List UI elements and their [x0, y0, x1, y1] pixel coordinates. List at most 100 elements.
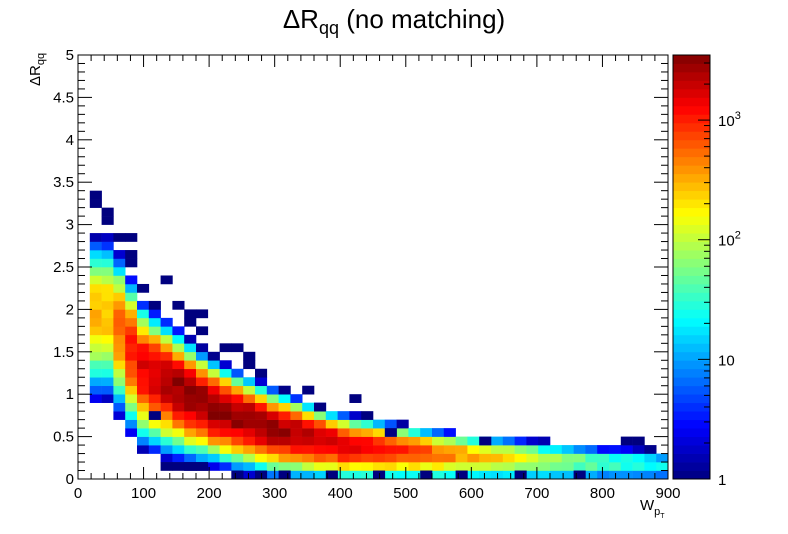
- y-axis: 0 0.5 1 1.5 2 2.5 3 3.5 4 4.5 5: [53, 47, 668, 488]
- heatmap-bin: [278, 470, 291, 479]
- heatmap-bin: [184, 334, 197, 344]
- heatmap-bin: [302, 411, 315, 420]
- heatmap-bin: [137, 428, 150, 437]
- heatmap-bin: [585, 470, 598, 479]
- heatmap-bin: [432, 428, 445, 437]
- heatmap-bin: [609, 445, 622, 454]
- heatmap-bin: [172, 411, 185, 420]
- heatmap-bin: [148, 351, 161, 361]
- heatmap-bin: [561, 470, 574, 479]
- y-tick-label: 4.5: [53, 89, 74, 106]
- color-bar-segment: [673, 216, 710, 225]
- heatmap-bin: [396, 428, 409, 437]
- heatmap-bin: [620, 470, 633, 479]
- heatmap-bin: [479, 436, 492, 446]
- heatmap-bin: [432, 453, 445, 463]
- color-bar-segment: [673, 105, 710, 115]
- heatmap-bin: [420, 462, 433, 471]
- heatmap-bin: [184, 462, 197, 471]
- heatmap-bin: [196, 326, 209, 336]
- heatmap-bin: [219, 436, 232, 446]
- heatmap-bin: [467, 453, 480, 463]
- heatmap-bin: [266, 385, 279, 395]
- heatmap-bin: [550, 470, 563, 479]
- heatmap-bin: [373, 453, 386, 463]
- heatmap-bin: [243, 377, 256, 387]
- heatmap-bin: [231, 394, 244, 403]
- heatmap-bin: [125, 351, 138, 361]
- y-tick-label: 3: [66, 217, 74, 234]
- heatmap-bin: [373, 436, 386, 446]
- heatmap-bin: [113, 250, 126, 259]
- color-bar-segment: [673, 317, 710, 327]
- heatmap-bin: [172, 436, 185, 446]
- heatmap-bin: [314, 453, 327, 463]
- heatmap-bin: [184, 360, 197, 370]
- heatmap-bin: [184, 377, 197, 387]
- heatmap-bin: [455, 445, 468, 454]
- x-tick-label: 500: [393, 485, 418, 502]
- heatmap-bin: [196, 394, 209, 403]
- heatmap-bin: [502, 445, 515, 454]
- heatmap-bin: [148, 445, 161, 454]
- heatmap-bin: [231, 462, 244, 471]
- x-tick-label: 400: [328, 485, 353, 502]
- heatmap-bin: [349, 445, 362, 454]
- heatmap-bin: [101, 207, 114, 217]
- xlabel-subsub: T: [660, 513, 665, 520]
- heatmap-bin: [207, 462, 220, 471]
- heatmap-bin: [207, 394, 220, 403]
- heatmap-bin: [160, 275, 173, 285]
- heatmap-bin: [172, 334, 185, 344]
- heatmap-bin: [455, 462, 468, 471]
- heatmap-bin: [290, 411, 303, 420]
- y-tick-label: 0.5: [53, 429, 74, 446]
- heatmap-bin: [125, 292, 138, 302]
- heatmap-bin: [314, 411, 327, 420]
- heatmap-bin: [644, 453, 657, 463]
- heatmap-bin: [255, 428, 268, 437]
- heatmap-bin: [278, 445, 291, 454]
- heatmap-bin: [231, 436, 244, 446]
- heatmap-bin: [125, 343, 138, 353]
- heatmap-bin: [502, 453, 515, 463]
- heatmap-bin: [160, 368, 173, 378]
- heatmap-bin: [172, 385, 185, 395]
- heatmap-bin: [255, 453, 268, 463]
- color-bar-segment: [673, 453, 710, 463]
- heatmap-bin: [89, 377, 102, 387]
- heatmap-bin: [184, 343, 197, 353]
- heatmap-bin: [184, 453, 197, 463]
- heatmap-bin: [479, 462, 492, 471]
- heatmap-bin: [455, 470, 468, 479]
- heatmap-bin: [266, 402, 279, 412]
- heatmap-bin: [113, 360, 126, 370]
- heatmap-bin: [101, 216, 114, 225]
- heatmap-bin: [207, 445, 220, 454]
- heatmap-bin: [526, 470, 539, 479]
- heatmap-bin: [467, 462, 480, 471]
- heatmap-bin: [491, 462, 504, 471]
- heatmap-bin: [160, 462, 173, 471]
- heatmap-bin: [160, 428, 173, 437]
- heatmap-bin: [361, 428, 374, 437]
- heatmap-bin: [219, 411, 232, 420]
- heatmap-bin: [243, 462, 256, 471]
- heatmap-bin: [538, 462, 551, 471]
- heatmap-bin: [243, 453, 256, 463]
- heatmap-bin: [148, 368, 161, 378]
- heatmap-bin: [585, 462, 598, 471]
- heatmap-bin: [514, 436, 527, 446]
- heatmap-bin: [219, 428, 232, 437]
- heatmap-bin: [125, 419, 138, 429]
- heatmap-bin: [89, 317, 102, 327]
- heatmap-bin: [314, 462, 327, 471]
- heatmap-bin: [137, 402, 150, 412]
- heatmap-bin: [302, 436, 315, 446]
- heatmap-bin: [160, 351, 173, 361]
- heatmap-bin: [656, 462, 668, 471]
- heatmap-bin: [349, 411, 362, 420]
- heatmap-bin: [455, 453, 468, 463]
- heatmap-bin: [184, 428, 197, 437]
- heatmap-bin: [384, 470, 397, 479]
